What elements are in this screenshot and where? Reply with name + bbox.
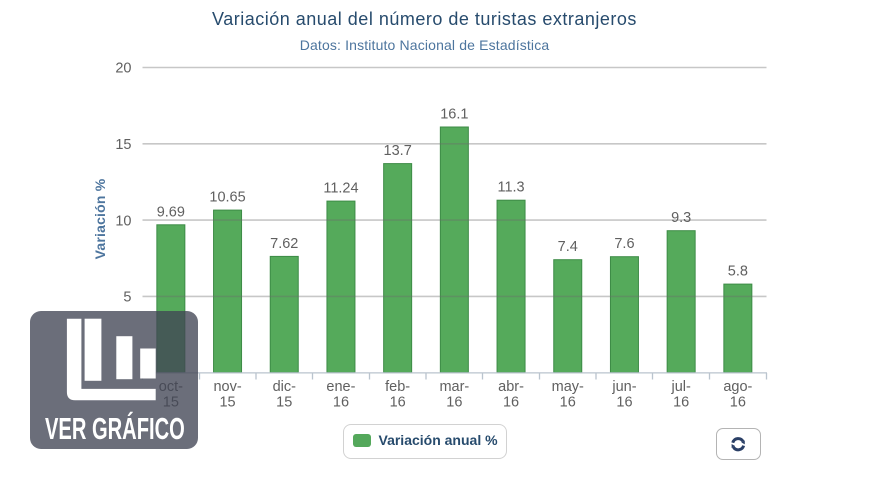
svg-text:jul-: jul- [670,379,691,395]
svg-text:11.24: 11.24 [323,181,358,197]
svg-text:15: 15 [219,395,235,411]
svg-text:abr-: abr- [498,379,524,395]
svg-text:20: 20 [115,61,131,77]
svg-text:10.65: 10.65 [209,190,245,206]
svg-text:7.4: 7.4 [558,239,578,255]
svg-text:15: 15 [115,137,131,153]
svg-text:5: 5 [123,290,131,306]
svg-text:mar-: mar- [439,379,469,395]
svg-text:ago-: ago- [723,379,752,395]
svg-text:16: 16 [673,395,689,411]
svg-text:dic-: dic- [273,379,297,395]
svg-text:9.3: 9.3 [671,210,691,226]
svg-text:7.62: 7.62 [270,236,298,252]
svg-text:ene-: ene- [326,379,355,395]
svg-text:Variación %: Variación % [92,178,108,259]
svg-text:5.8: 5.8 [728,264,748,280]
svg-text:jun-: jun- [611,379,636,395]
svg-text:16: 16 [503,395,519,411]
svg-text:may-: may- [552,379,584,395]
svg-text:13.7: 13.7 [384,143,412,159]
svg-text:7.6: 7.6 [614,236,634,252]
svg-text:feb-: feb- [385,379,410,395]
svg-text:16: 16 [730,395,746,411]
svg-text:16.1: 16.1 [440,107,468,123]
svg-text:16: 16 [333,395,349,411]
svg-text:16: 16 [560,395,576,411]
svg-text:16: 16 [390,395,406,411]
svg-text:15: 15 [276,395,292,411]
svg-text:16: 16 [446,395,462,411]
svg-text:10: 10 [115,213,131,229]
svg-text:nov-: nov- [213,379,241,395]
svg-text:9.69: 9.69 [157,204,185,220]
svg-text:11.3: 11.3 [497,180,524,196]
svg-text:16: 16 [616,395,632,411]
